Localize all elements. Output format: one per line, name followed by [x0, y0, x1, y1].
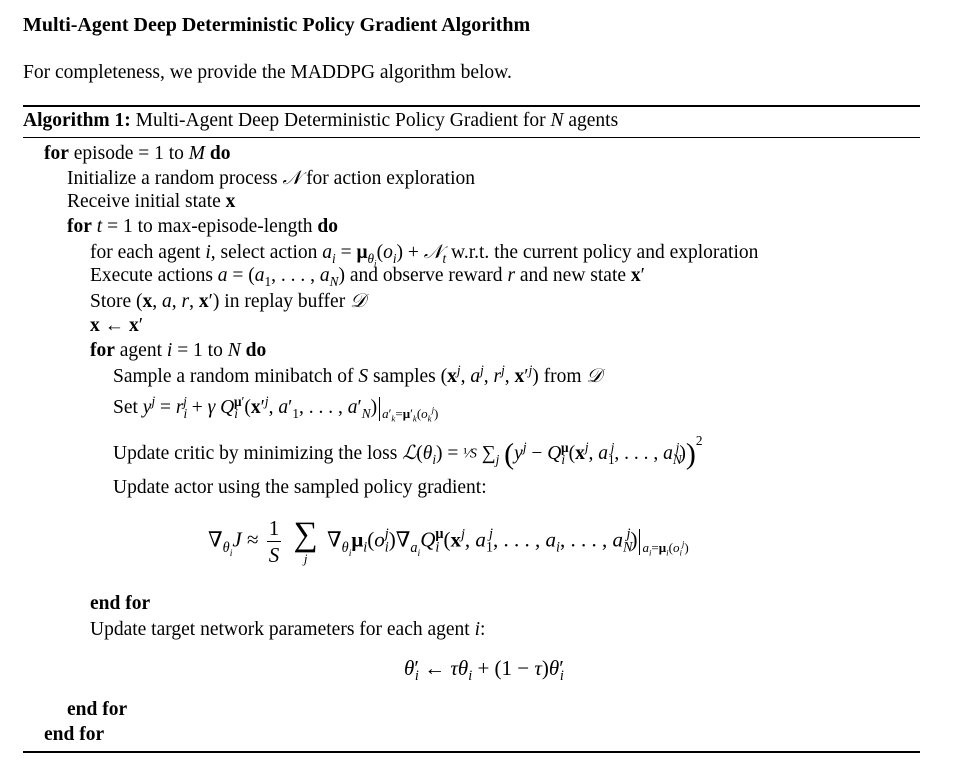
- algorithm-label: Algorithm 1:: [23, 110, 131, 131]
- line-2-tail: for action exploration: [306, 168, 476, 189]
- algo-line-6: Execute actions a = (a1, . . . , aN) and…: [90, 265, 645, 289]
- line-2-text: Initialize a random process: [67, 168, 278, 189]
- algorithm-caption-tail: agents: [568, 110, 619, 131]
- algorithm-top-rule: [23, 105, 920, 107]
- line-9-text-a: agent: [119, 340, 163, 361]
- algo-line-5: for each agent i, select action ai = μθi…: [90, 240, 759, 269]
- line-6-text-b: and observe reward: [349, 265, 503, 286]
- line-5-text-b: , select action: [210, 242, 318, 263]
- keyword-for: for: [90, 340, 115, 361]
- line-15-text-a: Update target network parameters for eac…: [90, 619, 470, 640]
- line-12-text-a: Update critic by minimizing the loss: [113, 443, 398, 464]
- algo-line-10: Sample a random minibatch of S samples (…: [113, 362, 602, 387]
- section-title: Multi-Agent Deep Deterministic Policy Gr…: [23, 14, 531, 36]
- keyword-for: for: [44, 143, 69, 164]
- line-13-text-a: Update actor using the sampled policy gr…: [113, 477, 487, 498]
- keyword-do: do: [317, 216, 338, 237]
- algo-line-end-outer: end for: [44, 723, 104, 747]
- algo-line-4: for t = 1 to max-episode-length do: [67, 216, 338, 237]
- algo-line-13: Update actor using the sampled policy gr…: [113, 476, 487, 500]
- algo-line-2: Initialize a random process 𝒩 for action…: [67, 166, 476, 189]
- line-1-text: episode = 1 to: [73, 143, 184, 164]
- algo-line-7: Store (x, a, r, x′) in replay buffer 𝒟: [90, 289, 366, 312]
- algo-line-3: Receive initial state x: [67, 191, 236, 212]
- keyword-for: for: [67, 216, 92, 237]
- keyword-do: do: [209, 143, 231, 164]
- algo-line-15: Update target network parameters for eac…: [90, 619, 486, 640]
- line-11-text-a: Set: [113, 397, 138, 418]
- algorithm-caption-rule: [23, 137, 920, 138]
- line-9-text-b: = 1 to: [177, 340, 223, 361]
- line-6-text-c: and new state: [519, 265, 627, 286]
- keyword-do: do: [245, 340, 267, 361]
- line-5-text-a: for each agent: [90, 242, 201, 263]
- algo-line-1: for episode = 1 to M do: [44, 142, 231, 166]
- algo-line-end-middle: end for: [67, 698, 127, 722]
- line-10-text-a: Sample a random minibatch of: [113, 366, 354, 387]
- intro-text: For completeness, we provide the MADDPG …: [23, 62, 512, 83]
- line-4-text: = 1 to max-episode-length: [107, 216, 313, 237]
- algorithm-bottom-rule: [23, 751, 920, 753]
- line-6-text-a: Execute actions: [90, 265, 213, 286]
- line-10-text-c: from: [543, 366, 582, 387]
- algorithm-caption: Algorithm 1: Multi-Agent Deep Determinis…: [23, 110, 618, 132]
- keyword-end-for: end for: [90, 593, 151, 614]
- line-1-var: M: [188, 143, 206, 164]
- algo-line-end-inner: end for: [90, 592, 150, 616]
- line-7-text-a: Store: [90, 291, 132, 312]
- algorithm-caption-text: Multi-Agent Deep Deterministic Policy Gr…: [135, 110, 546, 131]
- line-10-text-b: samples: [372, 366, 436, 387]
- algo-line-11: Set yj = rij + γ Qiμ′(x′j, a′1, . . . , …: [113, 393, 439, 424]
- line-5-text-c: w.r.t. the current policy and exploratio…: [451, 242, 759, 263]
- target-update-equation: θ′i ← τθi + (1 − τ)θ′i: [404, 656, 564, 685]
- algo-line-12: Update critic by minimizing the loss ℒ(θ…: [113, 433, 703, 471]
- line-7-text-b: in replay buffer: [224, 291, 346, 312]
- line-3-text: Receive initial state: [67, 191, 221, 212]
- keyword-end-for: end for: [44, 724, 105, 745]
- keyword-end-for: end for: [67, 699, 128, 720]
- algorithm-caption-var: N: [550, 110, 564, 131]
- algo-line-8: x ← x′: [90, 315, 144, 336]
- algo-line-9: for agent i = 1 to N do: [90, 340, 267, 361]
